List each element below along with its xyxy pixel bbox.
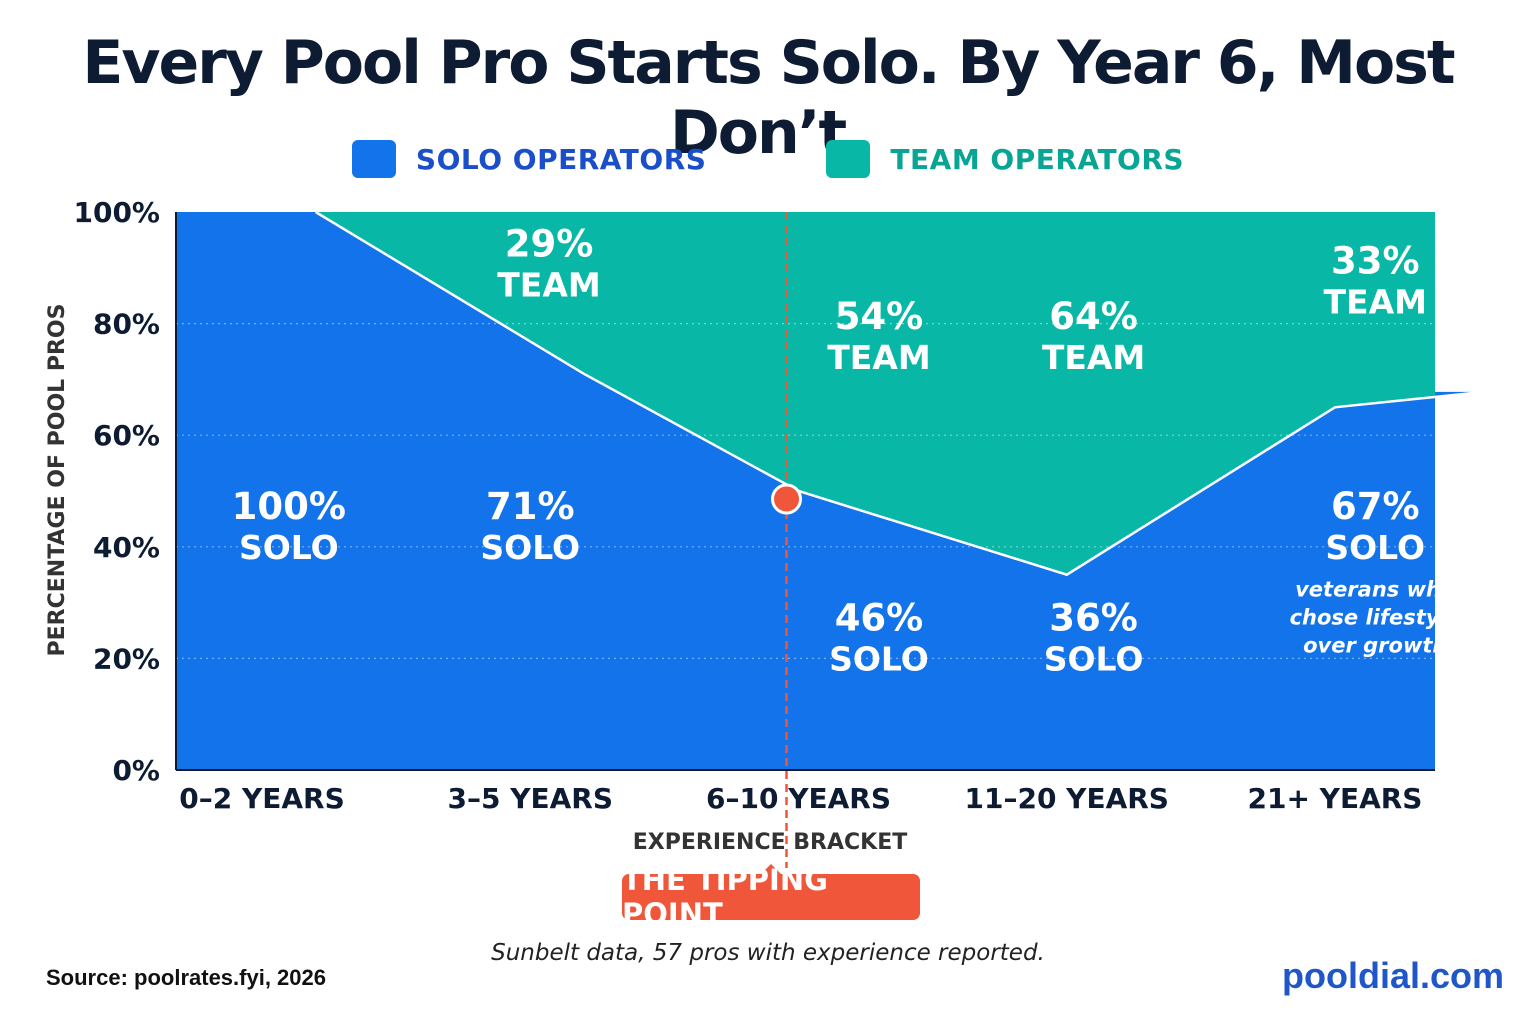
x-tick-label: 3–5 YEARS xyxy=(447,782,613,815)
tipping-point-marker xyxy=(771,483,802,515)
tipping-point-callout: THE TIPPING POINT xyxy=(622,863,920,931)
data-label: 46%SOLO xyxy=(829,596,929,678)
y-tick-label: 20% xyxy=(93,642,160,675)
legend-label-team: TEAM OPERATORS xyxy=(890,142,1185,176)
legend-item-team: TEAM OPERATORS xyxy=(826,140,1184,178)
data-label: 29%TEAM xyxy=(497,223,600,305)
data-label: 33%TEAM xyxy=(1324,239,1427,321)
x-axis-title: EXPERIENCE BRACKET xyxy=(633,830,908,855)
chart-legend: SOLO OPERATORS TEAM OPERATORS xyxy=(0,140,1536,178)
legend-label-solo: SOLO OPERATORS xyxy=(415,142,707,176)
data-label-text: TEAM xyxy=(497,266,600,305)
legend-swatch-team xyxy=(826,140,871,178)
solo-area xyxy=(176,212,1496,770)
data-label: 71%SOLO xyxy=(480,485,580,567)
boundary-line xyxy=(314,210,1497,577)
x-tick-label: 0–2 YEARS xyxy=(179,782,345,815)
data-label: 67%SOLO xyxy=(1325,485,1425,567)
data-label: 36%SOLO xyxy=(1044,596,1144,678)
data-label-text: SOLO xyxy=(239,528,339,567)
x-tick-label: 11–20 YEARS xyxy=(965,782,1169,815)
tipping-point-pointer xyxy=(760,864,782,875)
annotation-line: over growth xyxy=(1303,633,1447,657)
data-label-value: 29% xyxy=(505,223,594,266)
x-tick-label: 6–10 YEARS xyxy=(706,782,891,815)
data-label-text: TEAM xyxy=(827,338,930,377)
data-label-value: 100% xyxy=(232,485,346,528)
legend-swatch-solo xyxy=(351,140,396,178)
legend-item-solo: SOLO OPERATORS xyxy=(351,140,707,178)
y-tick-label: 80% xyxy=(93,308,160,341)
data-label-value: 71% xyxy=(486,485,575,528)
y-tick-label: 0% xyxy=(112,754,160,787)
annotation-line: chose lifestyle xyxy=(1290,605,1461,629)
x-tick-label: 21+ YEARS xyxy=(1248,782,1423,815)
data-label-text: TEAM xyxy=(1042,338,1145,377)
data-label: 54%TEAM xyxy=(827,295,930,377)
data-label-text: SOLO xyxy=(480,528,580,567)
data-note: Sunbelt data, 57 pros with experience re… xyxy=(491,940,1045,966)
y-tick-label: 60% xyxy=(93,419,160,452)
annotation-line: veterans who xyxy=(1295,577,1455,601)
data-label-text: SOLO xyxy=(1044,639,1144,678)
y-tick-label: 100% xyxy=(73,196,160,229)
data-label-value: 67% xyxy=(1331,485,1420,528)
data-label-value: 33% xyxy=(1331,239,1420,282)
y-axis-title: PERCENTAGE OF POOL PROS xyxy=(45,304,70,657)
page-title: Every Pool Pro Starts Solo. By Year 6, M… xyxy=(82,28,1455,168)
data-label-text: TEAM xyxy=(1324,282,1427,321)
data-label-value: 54% xyxy=(835,295,924,338)
data-label-value: 64% xyxy=(1049,295,1138,338)
data-label-text: SOLO xyxy=(1325,528,1425,567)
data-label: 64%TEAM xyxy=(1042,295,1145,377)
data-label-text: SOLO xyxy=(829,639,929,678)
source-credit: Source: poolrates.fyi, 2026 xyxy=(46,965,326,990)
data-label-value: 46% xyxy=(835,596,924,639)
y-tick-label: 40% xyxy=(93,531,160,564)
data-label: 100%SOLO xyxy=(232,485,346,567)
brand-logo-text: pooldial.com xyxy=(1281,955,1504,996)
data-label-value: 36% xyxy=(1049,596,1138,639)
